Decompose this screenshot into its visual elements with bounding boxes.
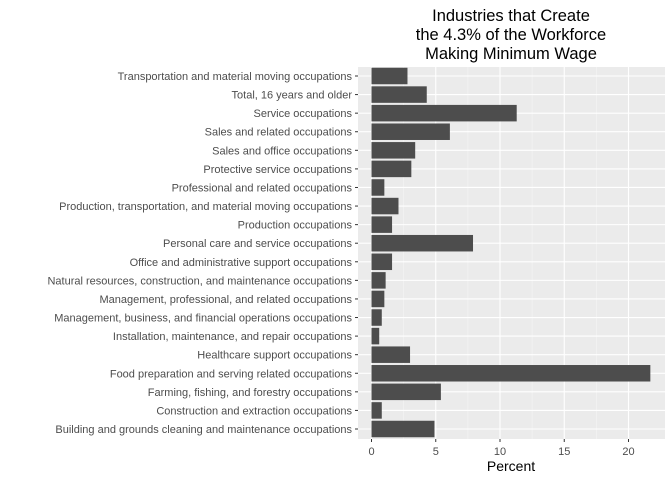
category-label: Production occupations — [238, 220, 353, 232]
bar — [371, 160, 412, 178]
x-tick-label: 0 — [368, 446, 374, 458]
bar — [371, 142, 416, 159]
bar — [371, 309, 382, 326]
plot-panel — [358, 67, 665, 439]
category-label: Total, 16 years and older — [232, 90, 353, 102]
bar — [371, 216, 393, 233]
bar — [371, 365, 651, 382]
y-axis-labels: Transportation and material moving occup… — [47, 71, 352, 436]
bar — [371, 272, 386, 289]
chart-title-line-3: Making Minimum Wage — [425, 45, 597, 63]
x-axis-labels: 0 5 10 15 20 — [368, 446, 634, 458]
category-label: Sales and related occupations — [205, 127, 353, 139]
bar — [371, 383, 441, 401]
category-label: Sales and office occupations — [212, 145, 352, 157]
bar — [371, 234, 474, 252]
category-label: Service occupations — [254, 108, 353, 120]
x-tick-label: 5 — [433, 446, 439, 458]
category-label: Natural resources, construction, and mai… — [47, 275, 352, 287]
chart-title-line-2: the 4.3% of the Workforce — [416, 26, 606, 44]
bar — [371, 290, 385, 308]
bar — [371, 123, 450, 140]
category-label: Transportation and material moving occup… — [118, 71, 353, 83]
y-axis-ticks — [355, 75, 358, 430]
category-label: Protective service occupations — [203, 164, 352, 176]
category-label: Installation, maintenance, and repair oc… — [113, 331, 353, 343]
category-label: Professional and related occupations — [172, 182, 353, 194]
x-tick-label: 15 — [558, 446, 570, 458]
bar — [371, 420, 435, 438]
category-label: Farming, fishing, and forestry occupatio… — [148, 387, 353, 399]
bar — [371, 327, 380, 345]
category-label: Healthcare support occupations — [197, 350, 352, 362]
bar — [371, 67, 408, 85]
category-label: Management, business, and financial oper… — [54, 313, 352, 325]
x-axis-title: Percent — [487, 458, 535, 474]
bar — [371, 253, 393, 271]
category-label: Construction and extraction occupations — [156, 405, 352, 417]
bar — [371, 346, 411, 363]
category-label: Building and grounds cleaning and mainte… — [55, 424, 352, 436]
x-tick-label: 10 — [494, 446, 506, 458]
category-label: Personal care and service occupations — [163, 238, 352, 250]
category-label: Office and administrative support occupa… — [130, 257, 353, 269]
bar — [371, 197, 399, 215]
bar — [371, 86, 427, 103]
bars — [371, 67, 651, 438]
category-label: Food preparation and serving related occ… — [110, 368, 353, 380]
chart-title-line-1: Industries that Create — [432, 7, 590, 25]
bar — [371, 104, 517, 122]
category-label: Management, professional, and related oc… — [99, 294, 352, 306]
bar — [371, 402, 382, 419]
chart-title: Industries that Create the 4.3% of the W… — [416, 7, 606, 63]
x-axis-ticks — [371, 439, 629, 442]
bar — [371, 179, 385, 196]
x-tick-label: 20 — [622, 446, 634, 458]
category-label: Production, transportation, and material… — [59, 201, 352, 213]
